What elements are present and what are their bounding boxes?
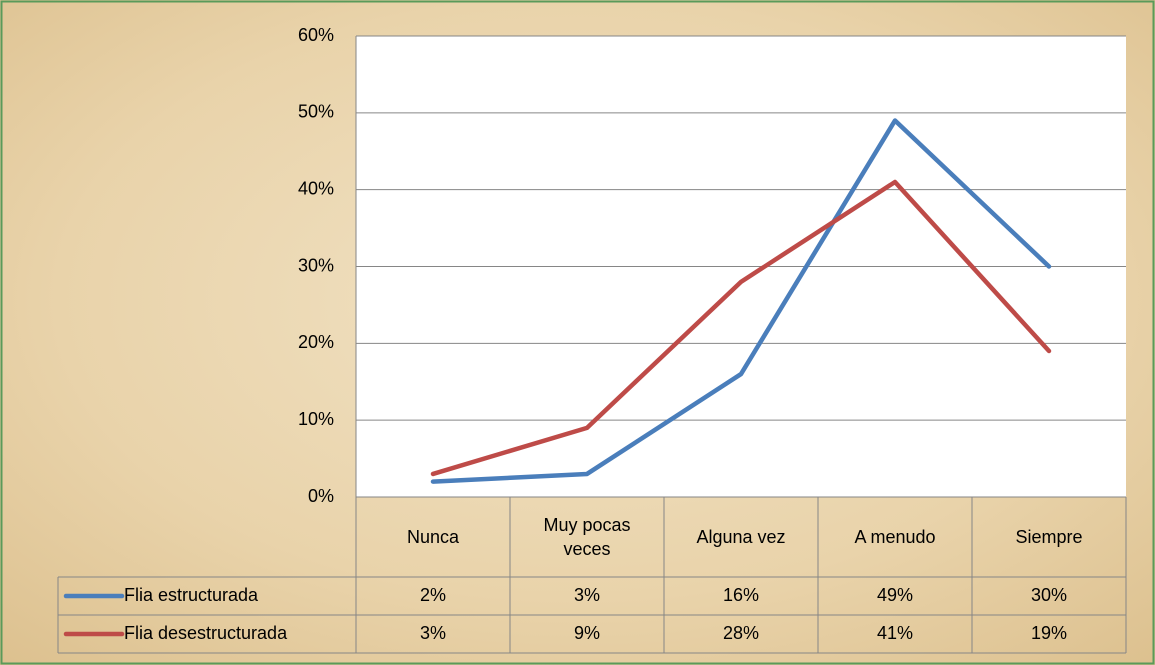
y-tick-label: 20%	[298, 332, 334, 352]
x-tick-label: Siempre	[1015, 527, 1083, 547]
y-tick-label: 10%	[298, 409, 334, 429]
x-category-cell: A menudo	[854, 527, 936, 547]
data-label: 30%	[1031, 585, 1067, 605]
y-tick-label: 50%	[298, 102, 334, 122]
data-label: 16%	[723, 585, 759, 605]
data-label: 49%	[877, 585, 913, 605]
data-label: 3%	[574, 585, 600, 605]
data-label: 2%	[420, 585, 446, 605]
data-label: 41%	[877, 623, 913, 643]
x-category-cell: Siempre	[1015, 527, 1083, 547]
legend-label: Flia desestructurada	[124, 623, 288, 643]
x-category-cell: Alguna vez	[696, 527, 786, 547]
y-tick-label: 0%	[308, 486, 334, 506]
legend-label: Flia estructurada	[124, 585, 259, 605]
x-category-cell: Muy pocas veces	[543, 515, 631, 559]
y-tick-label: 60%	[298, 25, 334, 45]
series-line	[430, 118, 1052, 484]
y-tick-label: 40%	[298, 178, 334, 198]
x-tick-label: Alguna vez	[696, 527, 786, 547]
data-label: 9%	[574, 623, 600, 643]
x-category-cell: Nunca	[406, 527, 460, 547]
x-tick-label: Nunca	[406, 527, 460, 547]
y-tick-label: 30%	[298, 255, 334, 275]
data-label: 19%	[1031, 623, 1067, 643]
series-line	[430, 179, 1052, 477]
data-label: 28%	[723, 623, 759, 643]
x-tick-label: Muy pocas veces	[543, 515, 631, 559]
x-tick-label: A menudo	[854, 527, 936, 547]
data-label: 3%	[420, 623, 446, 643]
